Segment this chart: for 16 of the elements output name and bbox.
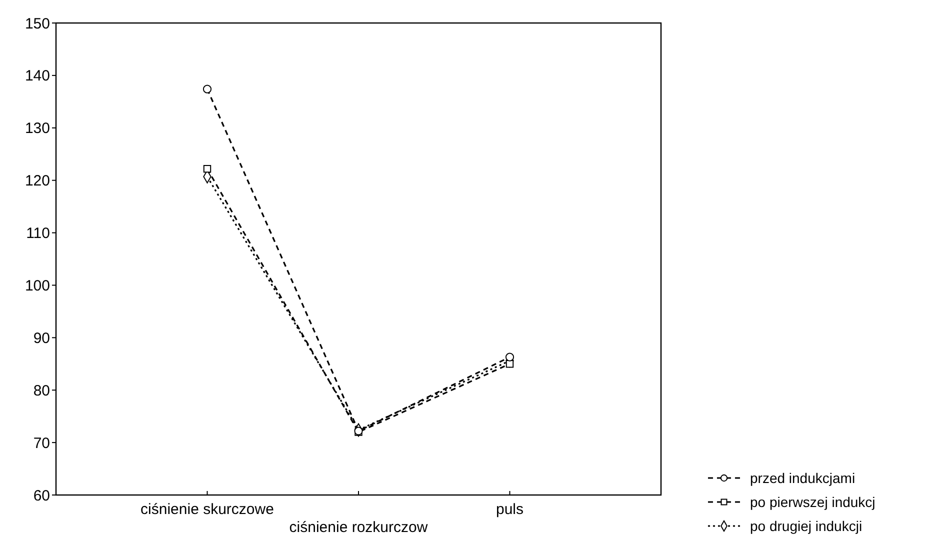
legend-label: przed indukcjami [750,470,856,486]
y-tick-label: 110 [26,225,50,242]
x-tick-label: ciśnienie skurczowe [140,501,274,518]
y-tick-label: 70 [33,434,50,452]
x-tick-label: ciśnienie rozkurczow [289,519,428,536]
y-tick-label: 140 [24,68,50,85]
y-tick-label: 100 [24,277,50,294]
legend-label: po drugiej indukcji [750,518,862,534]
y-tick-label: 80 [33,382,50,400]
y-tick-label: 60 [33,487,50,504]
y-tick-label: 120 [24,172,50,190]
x-tick-label: puls [496,501,524,518]
legend-label: po pierwszej indukcj [750,494,876,510]
y-tick-label: 130 [24,120,50,138]
y-tick-label: 90 [33,330,50,347]
y-tick-label: 150 [24,15,50,32]
